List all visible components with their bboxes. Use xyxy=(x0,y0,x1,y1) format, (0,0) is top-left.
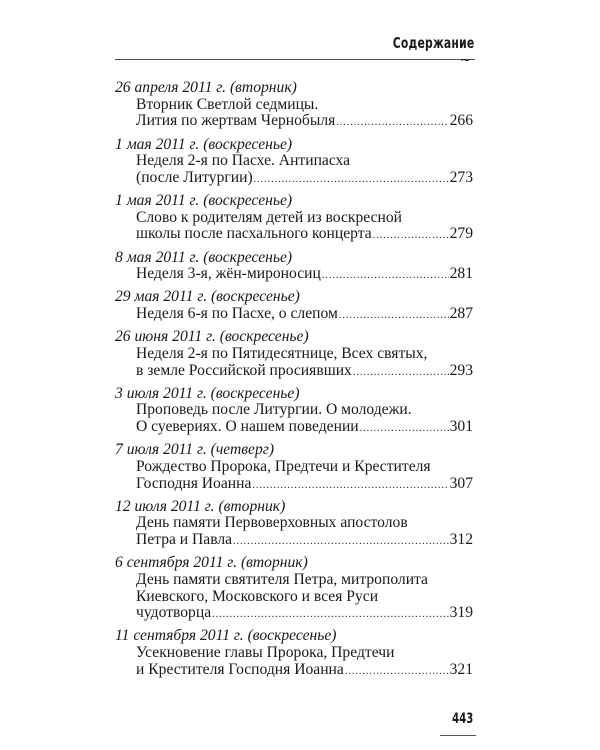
dot-leader xyxy=(373,228,449,245)
toc-entry: 7 июля 2011 г. (четверг) Рождество Пророк… xyxy=(115,441,473,495)
toc-entry-page: 281 xyxy=(449,265,473,283)
toc-entry-title: Рождество Пророка, Предтечи и Крестителя xyxy=(136,457,431,475)
toc-entry-title: Проповедь после Литургии. О молодежи. xyxy=(136,401,412,419)
page-number: 443 xyxy=(451,711,473,727)
toc-entry-date: 8 мая 2011 г. (воскресенье) xyxy=(115,248,293,266)
toc-entry: 12 июля 2011 г. (вторник) День памяти Пер… xyxy=(115,497,473,551)
toc-entry: 1 мая 2011 г. (воскресенье) Неделя 2-я по… xyxy=(115,135,473,189)
toc-entry-date: 1 мая 2011 г. (воскресенье) xyxy=(115,192,293,209)
toc-entry-date: 29 мая 2011 г. (воскресенье) xyxy=(115,288,300,306)
toc-entry-title-last-line: Петра и Павла 312 xyxy=(115,531,473,551)
toc-entry-title: Киевского, Московского и всея Руси xyxy=(136,587,379,605)
toc-entry-page: 301 xyxy=(449,418,473,435)
dot-leader xyxy=(336,115,448,132)
toc-entry-title: (после Литургии) xyxy=(136,168,253,186)
toc-entry-page: 273 xyxy=(449,168,473,186)
dot-leader xyxy=(345,664,449,681)
toc-entry-title: День памяти святителя Петра, митрополита xyxy=(136,570,428,588)
toc-entry-date: 3 июля 2011 г. (воскресенье) xyxy=(115,384,300,402)
dot-leader xyxy=(254,172,449,189)
toc-entry-title-last-line: Господня Иоанна 307 xyxy=(115,474,473,495)
toc-entry-title-last-line: (после Литургии) 273 xyxy=(115,168,473,189)
toc-entry: 26 июня 2011 г. (воскресенье) Неделя 2-я … xyxy=(115,328,473,382)
footer-rule xyxy=(440,735,476,736)
toc-entry-page: 319 xyxy=(449,604,473,622)
dot-leader xyxy=(339,308,449,325)
toc-entry-date: 6 сентября 2011 г. (вторник) xyxy=(115,554,308,572)
toc-entry-title: Усекновение главы Пророка, Предтечи xyxy=(136,644,395,661)
toc-entry: 1 мая 2011 г. (воскресенье) Слово к родит… xyxy=(115,192,473,245)
toc-entry-title-last-line: школы после пасхального концерта 279 xyxy=(115,226,473,245)
dot-leader xyxy=(353,365,449,382)
toc-entry-title: Неделя 3-я, жён-мироносиц xyxy=(136,265,321,283)
toc-entry: 26 апреля 2011 г. (вторник) Вторник Светл… xyxy=(115,79,473,132)
toc-entry-title: Слово к родителям детей из воскресной xyxy=(136,208,402,226)
toc-entry-page: 266 xyxy=(449,112,473,130)
toc-entry-date: 12 июля 2011 г. (вторник) xyxy=(115,497,286,515)
toc-entry-page: 287 xyxy=(449,305,473,322)
toc-entry-page: 321 xyxy=(449,660,473,678)
toc-entry-title-last-line: в земле Российской просиявших 293 xyxy=(115,361,473,382)
toc-entry-title-last-line: Неделя 6-я по Пасхе, о слепом 287 xyxy=(115,305,473,325)
dot-leader xyxy=(252,478,448,495)
toc-entry-page: 307 xyxy=(449,474,473,492)
toc-entry-title: Неделя 2-я по Пятидесятнице, Всех святых… xyxy=(136,344,428,362)
toc-entry: 29 мая 2011 г. (воскресенье) Неделя 6-я п… xyxy=(115,289,473,324)
dot-leader xyxy=(322,268,449,285)
toc-entry-title: Лития по жертвам Чернобыля xyxy=(136,112,336,130)
toc-entry-date: 7 июля 2011 г. (четверг) xyxy=(115,441,275,459)
toc-entry-title-last-line: Лития по жертвам Чернобыля 266 xyxy=(115,113,473,132)
dot-leader xyxy=(360,421,449,438)
toc-entry-title: Вторник Светлой седмицы. xyxy=(136,95,319,113)
toc-entry-title: чудотворца xyxy=(136,604,212,622)
dot-leader xyxy=(233,534,449,551)
toc-entry-title-last-line: и Крестителя Господня Иоанна 321 xyxy=(115,660,473,681)
toc-entry-date: 11 сентября 2011 г. (воскресенье) xyxy=(115,627,337,645)
header-rule xyxy=(115,59,475,60)
toc-entry-title: День памяти Первоверховных апостолов xyxy=(136,514,408,532)
toc-entry-title: Петра и Павла xyxy=(136,531,233,548)
table-of-contents: 26 апреля 2011 г. (вторник) Вторник Светл… xyxy=(115,79,473,685)
toc-entry: 11 сентября 2011 г. (воскресенье) Усекнов… xyxy=(115,628,473,680)
flourish-ornament: ~ xyxy=(460,53,471,68)
toc-entry-title-last-line: чудотворца 319 xyxy=(115,604,473,624)
toc-entry-title: в земле Российской просиявших xyxy=(136,361,352,379)
toc-entry-date: 26 апреля 2011 г. (вторник) xyxy=(115,79,297,96)
toc-entry: 3 июля 2011 г. (воскресенье) Проповедь по… xyxy=(115,384,473,438)
toc-entry-title: Неделя 2-я по Пасхе. Антипасха xyxy=(136,152,351,170)
toc-entry-date: 1 мая 2011 г. (воскресенье) xyxy=(115,135,293,153)
toc-entry-title-last-line: О суевериях. О нашем поведении 301 xyxy=(115,418,473,438)
running-header: Содержание xyxy=(392,34,474,52)
dot-leader xyxy=(212,607,448,624)
toc-entry-title: Неделя 6-я по Пасхе, о слепом xyxy=(136,305,338,322)
toc-entry-title-last-line: Неделя 3-я, жён-мироносиц 281 xyxy=(115,265,473,285)
toc-entry-page: 293 xyxy=(449,361,473,379)
toc-entry-title: Господня Иоанна xyxy=(136,474,252,492)
toc-entry-page: 312 xyxy=(449,531,473,548)
toc-entry: 8 мая 2011 г. (воскресенье) Неделя 3-я, ж… xyxy=(115,248,473,285)
toc-entry-title: и Крестителя Господня Иоанна xyxy=(136,660,344,678)
toc-entry: 6 сентября 2011 г. (вторник) День памяти … xyxy=(115,554,473,624)
toc-entry-date: 26 июня 2011 г. (воскресенье) xyxy=(115,328,309,346)
toc-entry-page: 279 xyxy=(449,225,473,243)
toc-entry-title: О суевериях. О нашем поведении xyxy=(136,418,359,435)
toc-entry-title: школы после пасхального концерта xyxy=(136,225,372,243)
